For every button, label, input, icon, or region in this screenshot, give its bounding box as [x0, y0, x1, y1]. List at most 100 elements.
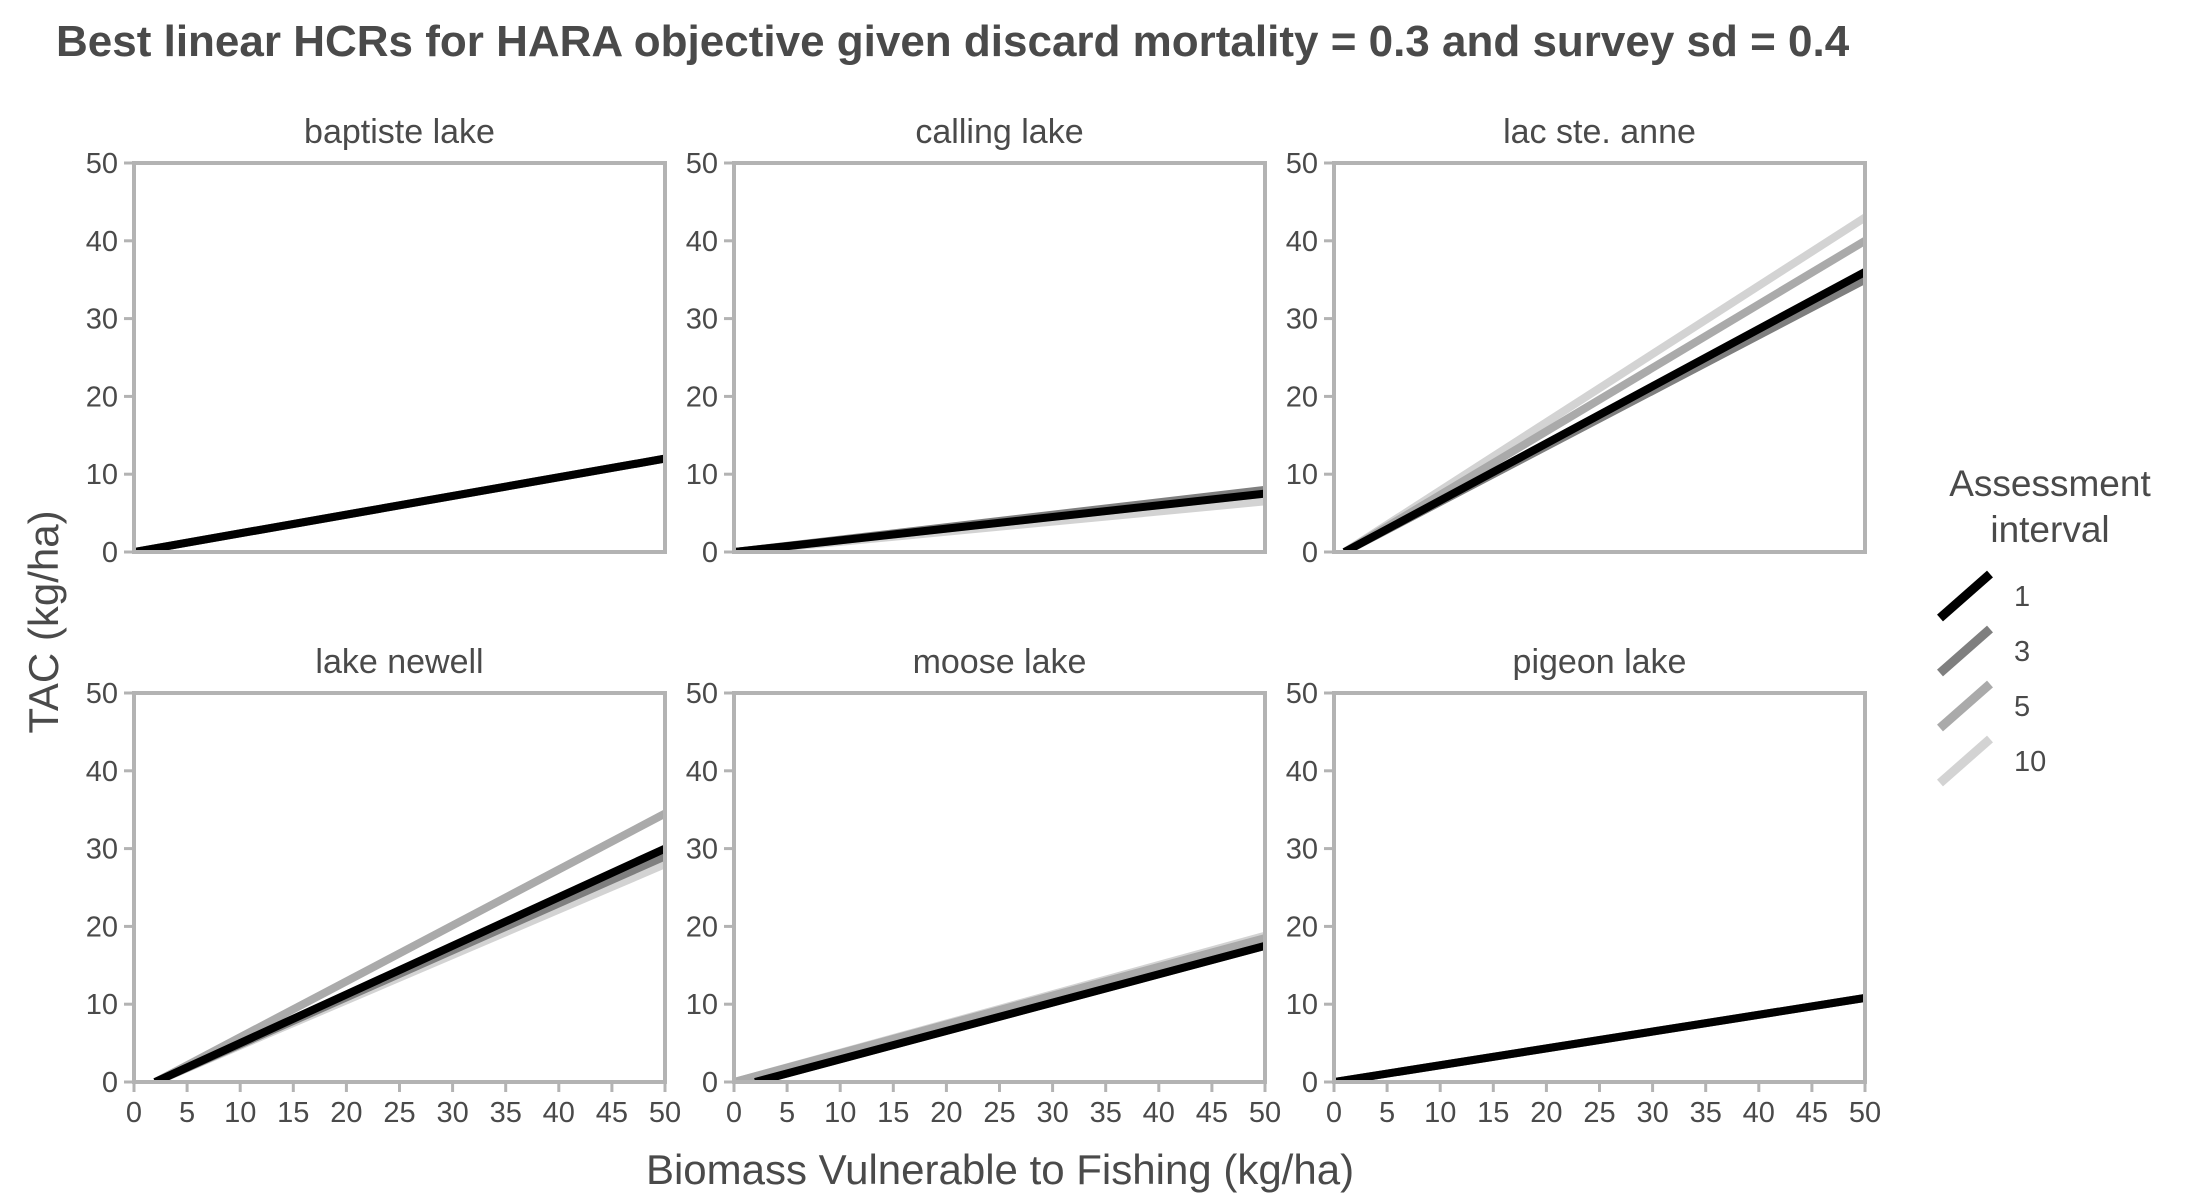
x-tick-label: 45: [1196, 1097, 1228, 1129]
x-tick-label: 45: [1796, 1097, 1828, 1129]
y-tick-label: 0: [1302, 537, 1318, 569]
legend: Assessment interval 1 3 5 10: [1937, 463, 2151, 787]
y-tick-label: 50: [86, 678, 118, 710]
series-line-5: [734, 934, 1265, 1082]
y-tick-label: 10: [86, 459, 118, 491]
chart-title: Best linear HCRs for HARA objective give…: [56, 17, 1850, 66]
legend-label: 10: [2014, 746, 2046, 778]
y-tick-label: 50: [1286, 148, 1318, 180]
y-tick-label: 20: [1286, 911, 1318, 943]
panel-title: baptiste lake: [304, 113, 495, 151]
x-tick-label: 35: [490, 1097, 522, 1129]
x-tick-label: 10: [1424, 1097, 1456, 1129]
panel-pigeon-lake: pigeon lake 0 10 20 30 40 50 0 5 10 15 20 25 30 35 40 45…: [1286, 643, 1881, 1129]
series-lines: [153, 810, 665, 1082]
y-tick-label: 50: [686, 148, 718, 180]
series-lines: [1334, 994, 1865, 1082]
panel-title: lake newell: [315, 643, 483, 681]
y-tick-label: 20: [1286, 381, 1318, 413]
x-tick-label: 30: [436, 1097, 468, 1129]
x-tick-label: 40: [1143, 1097, 1175, 1129]
series-line-5: [1342, 237, 1865, 552]
y-tick-label: 10: [86, 989, 118, 1021]
legend-title-line: interval: [1990, 509, 2109, 550]
x-tick-label: 30: [1036, 1097, 1068, 1129]
series-line-5: [153, 810, 665, 1082]
y-tick-label: 30: [686, 304, 718, 336]
x-tick-label: 5: [179, 1097, 195, 1129]
x-tick-label: 0: [726, 1097, 742, 1129]
legend-key-1: [1937, 570, 1993, 622]
x-tick-label: 5: [779, 1097, 795, 1129]
legend-title-line: Assessment: [1949, 463, 2151, 504]
panel-frame: [132, 161, 667, 554]
panel-lake-newell: lake newell 0 10 20 30 40 50 0 5 10 15 20 25 30 35 40 45…: [86, 643, 681, 1129]
y-axis-title: TAC (kg/ha): [20, 510, 67, 733]
series-line-1: [1342, 268, 1865, 552]
x-tick-label: 5: [1379, 1097, 1395, 1129]
x-tick-label: 10: [224, 1097, 256, 1129]
x-tick-label: 15: [277, 1097, 309, 1129]
y-tick-label: 20: [86, 381, 118, 413]
y-tick-label: 30: [686, 834, 718, 866]
x-tick-label: 0: [126, 1097, 142, 1129]
panel-lac-ste-anne: lac ste. anne 0 10 20 30 40 50: [1286, 113, 1867, 569]
legend-label: 1: [2014, 581, 2030, 613]
panel-title: pigeon lake: [1513, 643, 1687, 681]
series-lines: [734, 485, 1265, 552]
series-line-1: [1334, 994, 1865, 1082]
y-tick-label: 30: [1286, 304, 1318, 336]
x-tick-label: 10: [824, 1097, 856, 1129]
y-tick-label: 40: [686, 756, 718, 788]
y-tick-label: 20: [686, 911, 718, 943]
y-tick-label: 40: [1286, 226, 1318, 258]
panel-frame: [1332, 161, 1867, 554]
y-tick-label: 0: [102, 537, 118, 569]
x-tick-label: 50: [649, 1097, 681, 1129]
x-tick-label: 30: [1636, 1097, 1668, 1129]
series-line-1: [754, 942, 1265, 1082]
y-tick-label: 10: [686, 459, 718, 491]
legend-label: 3: [2014, 636, 2030, 668]
x-tick-label: 20: [330, 1097, 362, 1129]
series-lines: [1342, 214, 1865, 552]
panel-moose-lake: moose lake 0 10 20 30 40 50 0 5 10 15 20 25 30 35 40 45 5…: [686, 643, 1281, 1129]
y-tick-label: 50: [1286, 678, 1318, 710]
y-tick-label: 10: [1286, 459, 1318, 491]
x-tick-label: 25: [383, 1097, 415, 1129]
panel-frame: [732, 161, 1267, 554]
x-tick-label: 40: [1743, 1097, 1775, 1129]
x-tick-label: 0: [1326, 1097, 1342, 1129]
y-tick-label: 40: [86, 756, 118, 788]
x-tick-label: 50: [1849, 1097, 1881, 1129]
x-tick-label: 45: [596, 1097, 628, 1129]
y-tick-label: 0: [702, 537, 718, 569]
y-tick-label: 50: [86, 148, 118, 180]
legend-label: 5: [2014, 691, 2030, 723]
legend-key-5: [1937, 680, 1993, 732]
x-tick-label: 15: [877, 1097, 909, 1129]
y-tick-label: 30: [86, 304, 118, 336]
y-tick-label: 0: [702, 1067, 718, 1099]
legend-key-3: [1937, 625, 1993, 677]
panel-title: moose lake: [913, 643, 1087, 681]
panel-baptiste-lake: baptiste lake 0 10 20 30 40 50: [86, 113, 667, 569]
y-tick-label: 50: [686, 678, 718, 710]
x-tick-label: 35: [1090, 1097, 1122, 1129]
x-tick-label: 25: [983, 1097, 1015, 1129]
x-tick-label: 40: [543, 1097, 575, 1129]
x-axis-title: Biomass Vulnerable to Fishing (kg/ha): [646, 1146, 1354, 1193]
y-tick-label: 30: [1286, 834, 1318, 866]
panel-frame: [1332, 691, 1867, 1084]
panel-frame: [732, 691, 1267, 1084]
x-tick-label: 15: [1477, 1097, 1509, 1129]
x-tick-label: 20: [1530, 1097, 1562, 1129]
y-tick-label: 10: [1286, 989, 1318, 1021]
y-tick-label: 0: [1302, 1067, 1318, 1099]
panel-title: lac ste. anne: [1503, 113, 1696, 151]
panel-title: calling lake: [915, 113, 1083, 151]
y-tick-label: 40: [1286, 756, 1318, 788]
series-line-1: [134, 454, 665, 552]
series-lines: [134, 454, 665, 552]
